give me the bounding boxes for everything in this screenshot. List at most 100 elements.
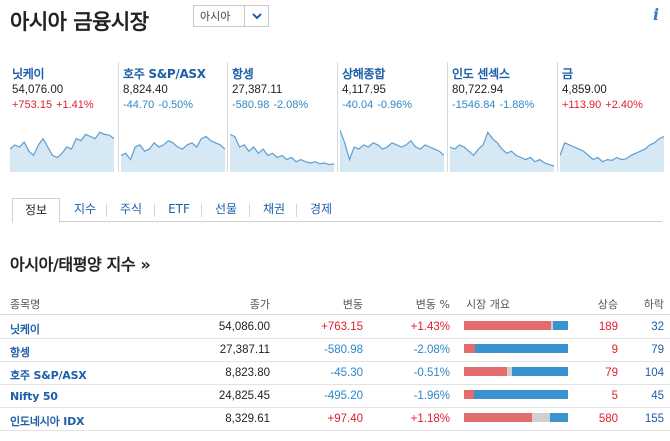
- declines-segment: [553, 321, 568, 330]
- tab-separator: [154, 204, 155, 217]
- row-advances[interactable]: 189: [598, 321, 618, 333]
- row-declines[interactable]: 104: [644, 367, 664, 379]
- tile-price: 4,117.95: [342, 84, 386, 96]
- tile-name[interactable]: 금: [562, 67, 573, 81]
- table-row[interactable]: Nifty 50 24,825.45 -495.20 -1.96% 5 45: [0, 385, 670, 408]
- info-icon[interactable]: i: [652, 5, 660, 24]
- row-close: 24,825.45: [218, 390, 270, 402]
- table-row[interactable]: 호주 S&P/ASX 8,823.80 -45.30 -0.51% 79 104: [0, 362, 670, 385]
- tab-info[interactable]: 정보: [12, 198, 60, 223]
- tile-price: 8,824.40: [123, 84, 168, 96]
- row-name[interactable]: Nifty 50: [10, 390, 58, 403]
- tile-change: +113.90: [562, 99, 602, 111]
- row-name[interactable]: 닛케이: [10, 323, 40, 336]
- tile-change-pct: +1.41%: [56, 99, 94, 111]
- sparkline-chart: [10, 131, 114, 172]
- table-row[interactable]: 닛케이 54,086.00 +763.15 +1.43% 189 32: [0, 316, 670, 339]
- row-change: -45.30: [330, 367, 363, 379]
- table-row[interactable]: 인도네시아 IDX 8,329.61 +97.40 +1.18% 580 155: [0, 408, 670, 431]
- sparkline-area: [340, 130, 444, 172]
- row-advances[interactable]: 580: [598, 413, 618, 425]
- table-row[interactable]: 항셍 27,387.11 -580.98 -2.08% 9 79: [0, 339, 670, 362]
- tab-futures[interactable]: 선물: [214, 202, 238, 216]
- row-declines[interactable]: 45: [651, 390, 664, 402]
- declines-segment: [475, 344, 568, 353]
- row-declines[interactable]: 32: [651, 321, 664, 333]
- market-tile[interactable]: 인도 센섹스 80,722.94 -1546.84 -1.88%: [447, 62, 555, 172]
- market-breadth-bar: [464, 390, 568, 399]
- sparkline-area: [121, 136, 225, 172]
- row-name[interactable]: 항셍: [10, 346, 30, 359]
- row-change-pct: -0.51%: [413, 367, 450, 379]
- sparkline-line: [450, 131, 554, 167]
- table-header: 종목명 종가 변동 변동 % 시장 개요 상승 하락: [0, 291, 670, 315]
- column-header-change-pct: 변동 %: [415, 298, 450, 311]
- tile-change-pct: +2.40%: [605, 99, 643, 111]
- row-close: 8,823.80: [225, 367, 270, 379]
- sparkline-chart: [450, 131, 554, 172]
- row-advances[interactable]: 5: [611, 390, 618, 402]
- row-advances[interactable]: 9: [611, 344, 618, 356]
- tile-name[interactable]: 항셍: [232, 67, 254, 81]
- unchanged-segment: [507, 367, 512, 376]
- row-change-pct: +1.18%: [410, 413, 450, 425]
- region-dropdown[interactable]: 아시아: [193, 5, 269, 27]
- tab-separator: [106, 204, 107, 217]
- tab-separator: [296, 204, 297, 217]
- column-header-advances: 상승: [597, 298, 618, 311]
- row-declines[interactable]: 79: [651, 344, 664, 356]
- column-header-declines: 하락: [643, 298, 664, 311]
- market-tile[interactable]: 상해종합 4,117.95 -40.04 -0.96%: [337, 62, 445, 172]
- sparkline-chart: [121, 135, 225, 172]
- tile-name[interactable]: 닛케이: [12, 67, 45, 81]
- row-declines[interactable]: 155: [644, 413, 664, 425]
- sparkline-line: [230, 133, 334, 166]
- sparkline-area: [10, 132, 114, 172]
- column-header-change: 변동: [342, 298, 363, 311]
- tile-price: 54,076.00: [12, 84, 64, 96]
- tile-change-pct: -1.88%: [499, 99, 535, 111]
- tile-name[interactable]: 상해종합: [342, 67, 385, 81]
- tile-name[interactable]: 호주 S&P/ASX: [123, 67, 206, 81]
- tab-separator: [249, 204, 250, 217]
- market-tile[interactable]: 닛케이 54,076.00 +753.15 +1.41%: [8, 62, 116, 172]
- tile-price: 27,387.11: [232, 84, 283, 96]
- tab-stocks[interactable]: 주식: [119, 202, 143, 216]
- tile-price: 4,859.00: [562, 84, 607, 96]
- declines-segment: [512, 367, 568, 376]
- tile-name[interactable]: 인도 센섹스: [452, 67, 510, 81]
- tab-indices[interactable]: 지수: [73, 202, 97, 216]
- section-title[interactable]: 아시아/태평양 지수 »: [10, 255, 151, 274]
- tab-separator: [201, 204, 202, 217]
- row-name[interactable]: 인도네시아 IDX: [10, 415, 85, 428]
- declines-segment: [550, 413, 568, 422]
- advances-segment: [464, 344, 475, 353]
- market-tile[interactable]: 호주 S&P/ASX 8,824.40 -44.70 -0.50%: [118, 62, 226, 172]
- column-header-close: 종가: [249, 298, 270, 311]
- tile-change-pct: -0.50%: [158, 99, 194, 111]
- column-header-market-overview: 시장 개요: [466, 298, 510, 311]
- row-change: +97.40: [327, 413, 364, 425]
- row-name[interactable]: 호주 S&P/ASX: [10, 369, 87, 382]
- tile-change: -1546.84: [452, 99, 496, 111]
- tab-economy[interactable]: 경제: [309, 202, 333, 216]
- sparkline-line: [560, 135, 664, 163]
- market-tile[interactable]: 금 4,859.00 +113.90 +2.40%: [557, 62, 665, 172]
- market-tile[interactable]: 항셍 27,387.11 -580.98 -2.08%: [227, 62, 335, 172]
- column-header-name: 종목명: [10, 298, 41, 311]
- tab-etf[interactable]: ETF: [168, 202, 190, 216]
- advances-segment: [464, 367, 507, 376]
- row-advances[interactable]: 79: [605, 367, 618, 379]
- chevron-down-icon[interactable]: [244, 6, 268, 26]
- unchanged-segment: [551, 321, 553, 330]
- tile-change: -40.04: [342, 99, 374, 111]
- row-close: 54,086.00: [218, 321, 270, 333]
- tile-change: +753.15: [12, 99, 53, 111]
- tab-bonds[interactable]: 채권: [262, 202, 286, 216]
- market-breadth-bar: [464, 344, 568, 353]
- sparkline-line: [10, 131, 114, 159]
- sparkline-chart: [560, 135, 664, 172]
- sparkline-chart: [230, 133, 334, 172]
- row-change-pct: -1.96%: [413, 390, 450, 402]
- sparkline-line: [340, 129, 444, 162]
